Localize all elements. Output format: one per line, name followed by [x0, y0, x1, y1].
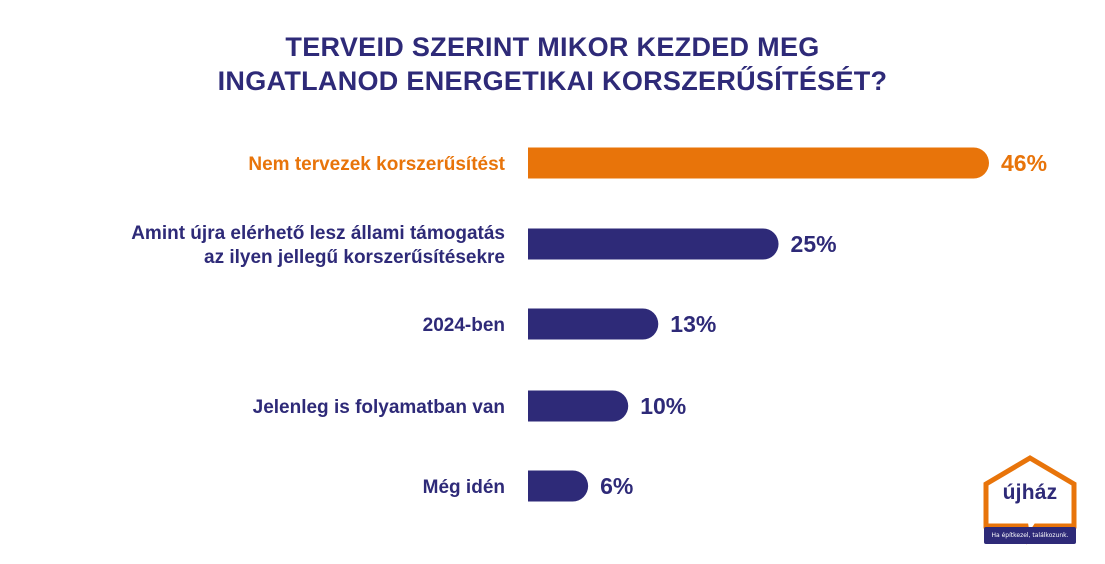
- ujhaz-logo: újház Ha építkezel, találkozunk.: [980, 452, 1080, 548]
- bar-4: [528, 470, 589, 502]
- value-label-2: 13%: [670, 311, 716, 337]
- category-label-0-line-0: Nem tervezek korszerűsítést: [248, 154, 505, 175]
- value-label-1: 25%: [791, 231, 837, 257]
- value-label-4: 6%: [600, 473, 633, 499]
- logo-tagline: Ha építkezel, találkozunk.: [984, 527, 1076, 544]
- category-label-4-line-0: Még idén: [423, 477, 505, 498]
- chart-title-line-2: INGATLANOD ENERGETIKAI KORSZERŰSÍTÉSÉT?: [217, 66, 888, 96]
- bar-0: [528, 147, 989, 179]
- category-label-3-line-0: Jelenleg is folyamatban van: [253, 397, 505, 418]
- chart-title-line-1: TERVEID SZERINT MIKOR KEZDED MEG: [285, 32, 820, 62]
- category-label-2-line-0: 2024-ben: [423, 315, 505, 336]
- chart-title: TERVEID SZERINT MIKOR KEZDED MEG INGATLA…: [0, 30, 1105, 98]
- logo-brand-text: újház: [1002, 481, 1058, 504]
- value-label-0: 46%: [1001, 150, 1047, 176]
- bar-1: [528, 228, 779, 260]
- bar-2: [528, 308, 659, 340]
- category-label-1-line-1: az ilyen jellegű korszerűsítésekre: [204, 247, 505, 268]
- category-label-1-line-0: Amint újra elérhető lesz állami támogatá…: [131, 223, 505, 244]
- bar-3: [528, 390, 629, 422]
- value-label-3: 10%: [640, 393, 686, 419]
